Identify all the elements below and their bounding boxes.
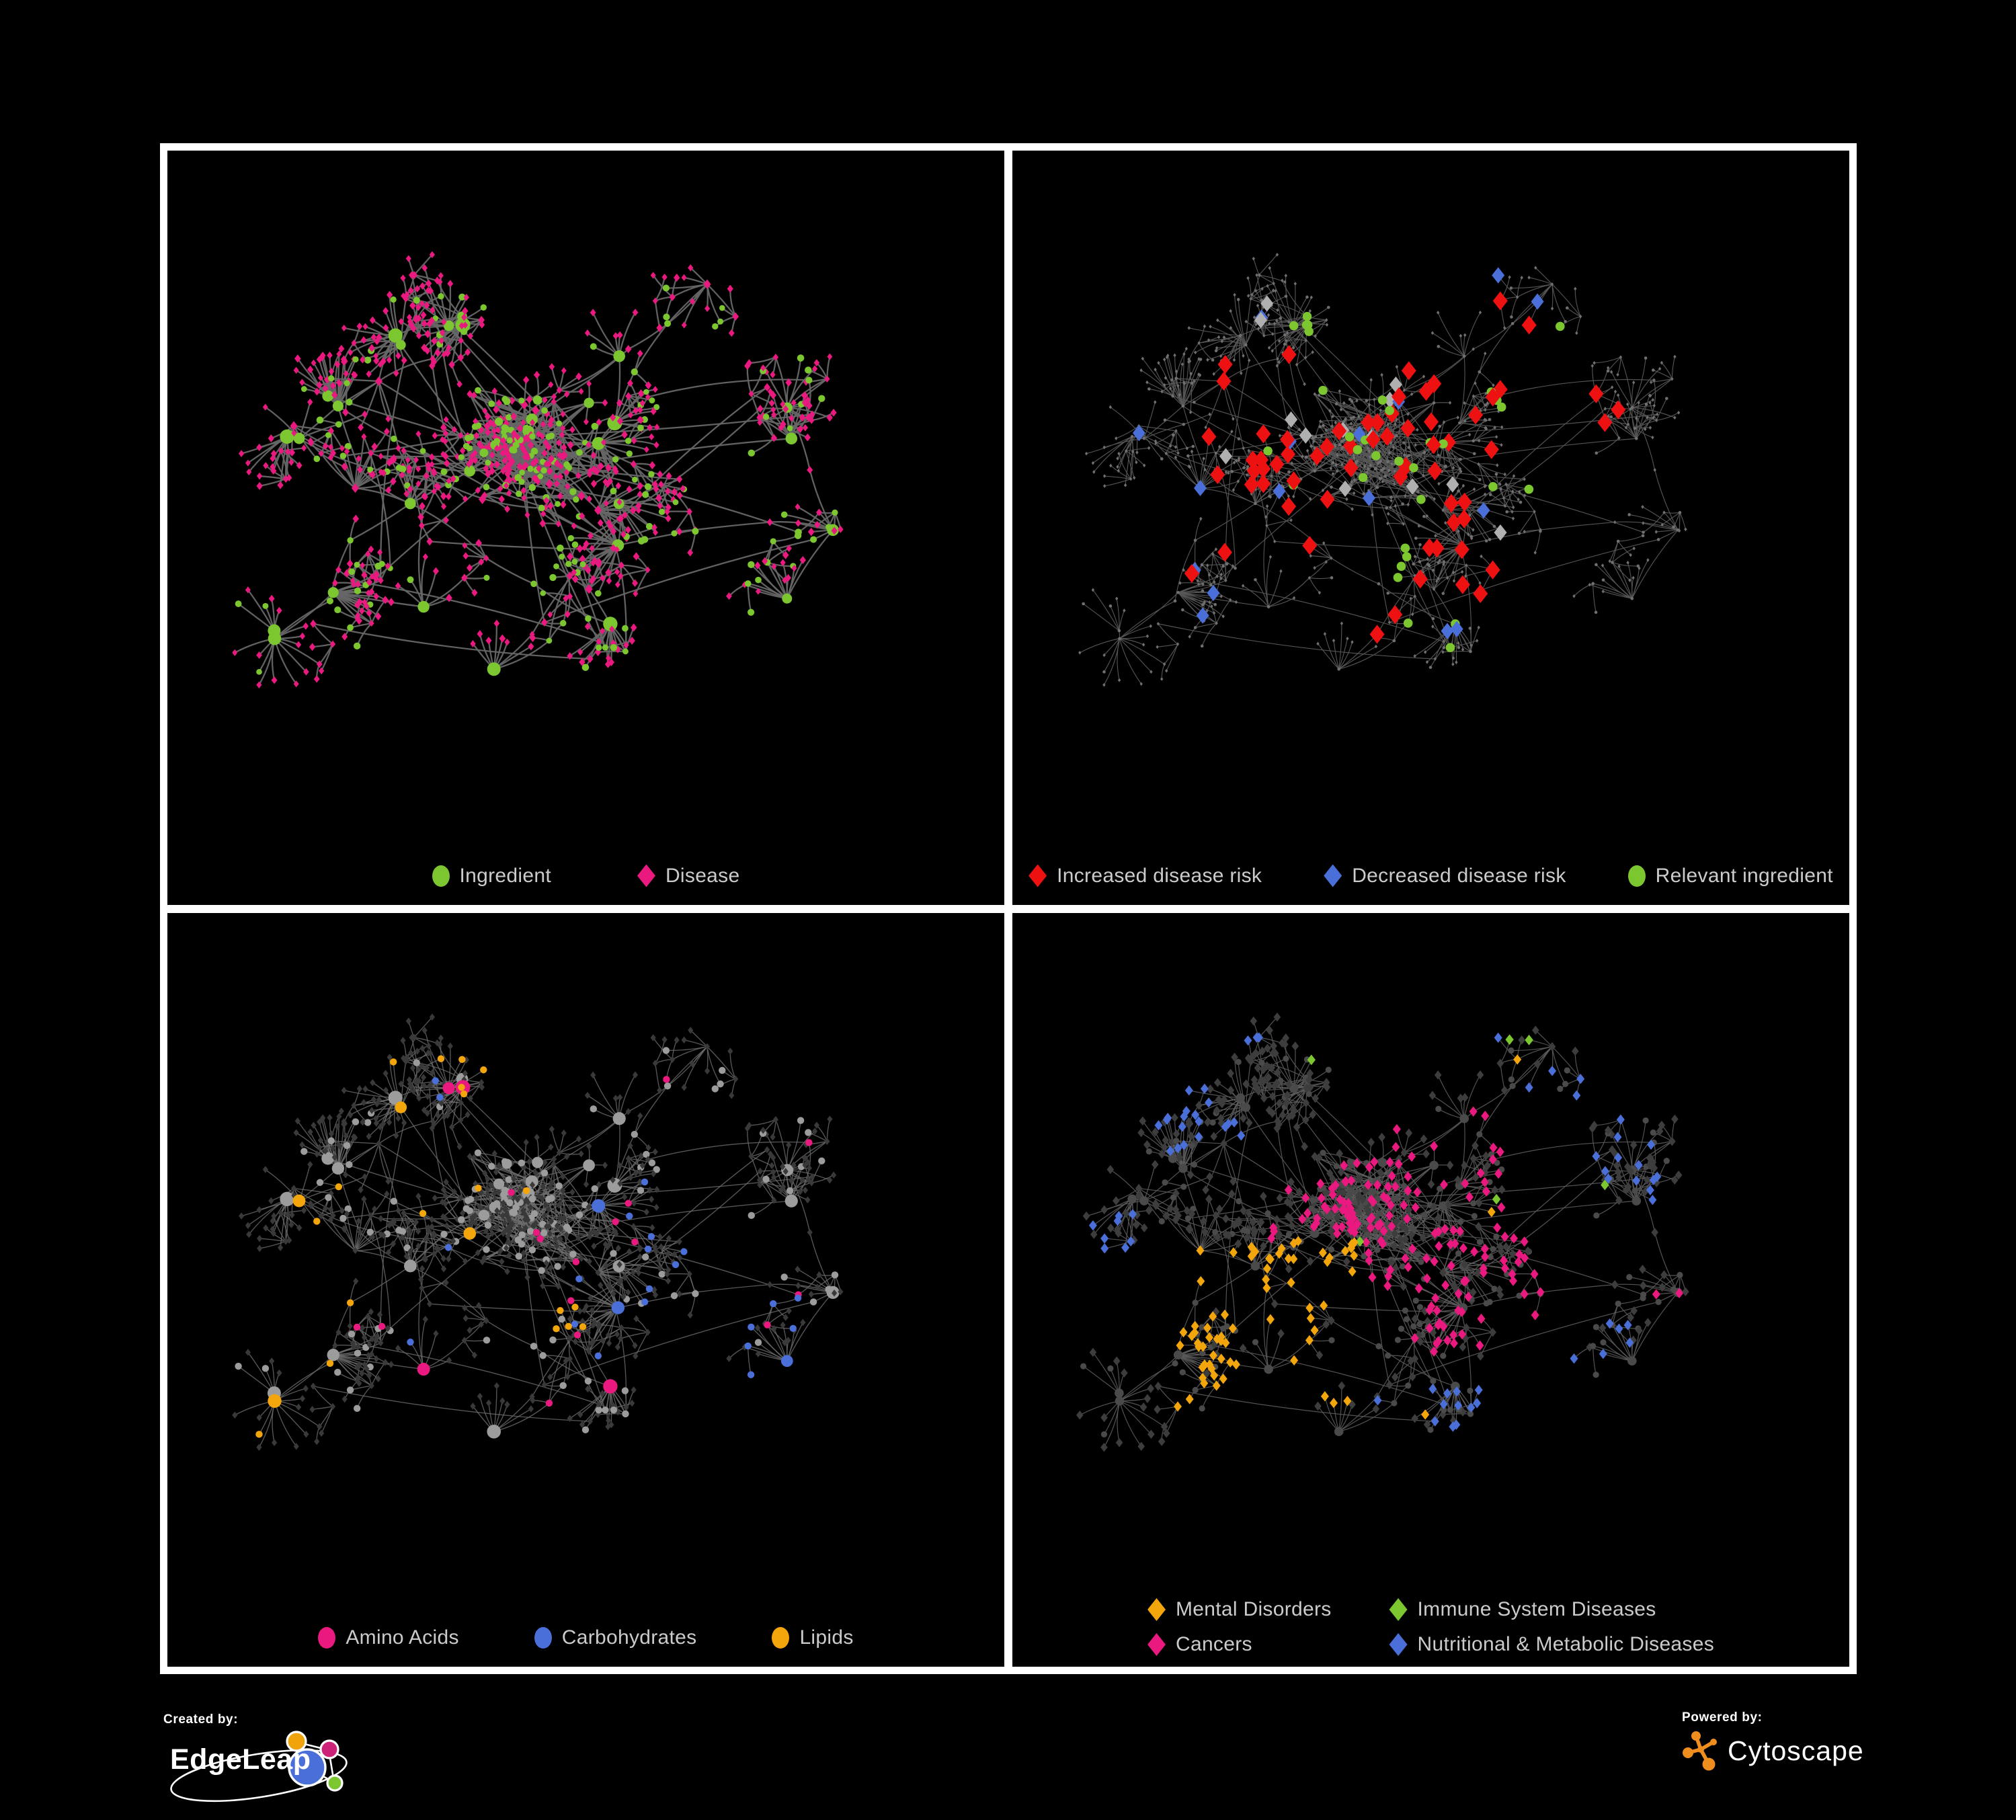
legend-label: Disease [665, 864, 740, 887]
legend-swatch-diamond [1147, 1633, 1166, 1656]
legend-label: Carbohydrates [561, 1626, 697, 1649]
legend-item-mental-disorders: Mental Disorders [1147, 1598, 1332, 1621]
legend-item-carbohydrates: Carbohydrates [534, 1626, 697, 1649]
legend-swatch-diamond [1324, 864, 1342, 887]
legend-label: Increased disease risk [1057, 864, 1262, 887]
legend-item-increased-disease-risk: Increased disease risk [1029, 864, 1262, 887]
network-grid: Ingredient Disease Increased disease risk… [160, 143, 1857, 1674]
legend-swatch-diamond [1389, 1598, 1408, 1621]
legend-label: Mental Disorders [1176, 1598, 1332, 1620]
legend-swatch-circle [432, 865, 450, 887]
panel-disease-classes: Mental Disorders Cancers Immune System Dis… [1012, 912, 1849, 1667]
legend-item-lipids: Lipids [772, 1626, 853, 1649]
legend-label: Amino Acids [346, 1626, 459, 1649]
legend-item-ingredient: Ingredient [432, 865, 551, 887]
legend-label: Decreased disease risk [1352, 864, 1566, 887]
legend-item-nutritional-metabolic-diseases: Nutritional & Metabolic Diseases [1389, 1633, 1714, 1656]
legend-item-disease: Disease [637, 864, 740, 887]
legend-label: Nutritional & Metabolic Diseases [1417, 1633, 1714, 1655]
legend-swatch-circle [1627, 865, 1646, 887]
cytoscape-icon [1683, 1731, 1717, 1771]
network-svg-ingredient-disease [232, 251, 844, 688]
legend-item-cancers: Cancers [1147, 1633, 1252, 1656]
network-svg-nutrient-classes [232, 1013, 844, 1451]
powered-by-block: Powered by: Cytoscape [1682, 1710, 1864, 1771]
network-svg-disease-classes [1076, 1012, 1689, 1452]
legend-swatch-diamond [1029, 864, 1047, 887]
legend-label: Immune System Diseases [1417, 1598, 1656, 1620]
legend-label: Lipids [799, 1626, 854, 1649]
legend-swatch-diamond [637, 864, 655, 887]
cytoscape-brand-text: Cytoscape [1728, 1735, 1864, 1766]
legend-nutrient-classes: Amino Acids Carbohydrates Lipids [167, 1626, 1004, 1649]
legend-swatch-circle [772, 1627, 790, 1649]
network-svg-disease-risk [1078, 252, 1687, 687]
legend-item-amino-acids: Amino Acids [318, 1626, 458, 1649]
edgeleap-brand-text: EdgeLeap [170, 1743, 311, 1776]
panel-nutrient-classes: Amino Acids Carbohydrates Lipids [167, 912, 1004, 1667]
legend-label: Relevant ingredient [1655, 864, 1833, 887]
powered-by-label: Powered by: [1682, 1710, 1763, 1725]
edgeleap-network-icon [170, 1731, 348, 1803]
panel-disease-risk: Increased disease risk Decreased disease … [1012, 151, 1849, 905]
legend-item-decreased-disease-risk: Decreased disease risk [1324, 864, 1566, 887]
legend-label: Cancers [1176, 1633, 1252, 1655]
legend-item-immune-system-diseases: Immune System Diseases [1389, 1598, 1656, 1621]
edgeleap-logo: EdgeLeap [163, 1729, 372, 1804]
legend-disease-classes: Mental Disorders Cancers Immune System Dis… [1147, 1598, 1714, 1656]
legend-label: Ingredient [459, 864, 551, 887]
legend-swatch-diamond [1389, 1633, 1408, 1656]
legend-item-relevant-ingredient: Relevant ingredient [1627, 864, 1833, 887]
legend-swatch-circle [318, 1627, 336, 1649]
legend-swatch-circle [534, 1627, 552, 1649]
legend-ingredient-disease: Ingredient Disease [167, 864, 1004, 887]
legend-swatch-diamond [1147, 1598, 1166, 1621]
legend-disease-risk: Increased disease risk Decreased disease … [1012, 864, 1849, 887]
created-by-block: Created by: EdgeLeap [163, 1712, 372, 1804]
created-by-label: Created by: [163, 1712, 239, 1727]
panel-ingredient-disease: Ingredient Disease [167, 151, 1004, 905]
